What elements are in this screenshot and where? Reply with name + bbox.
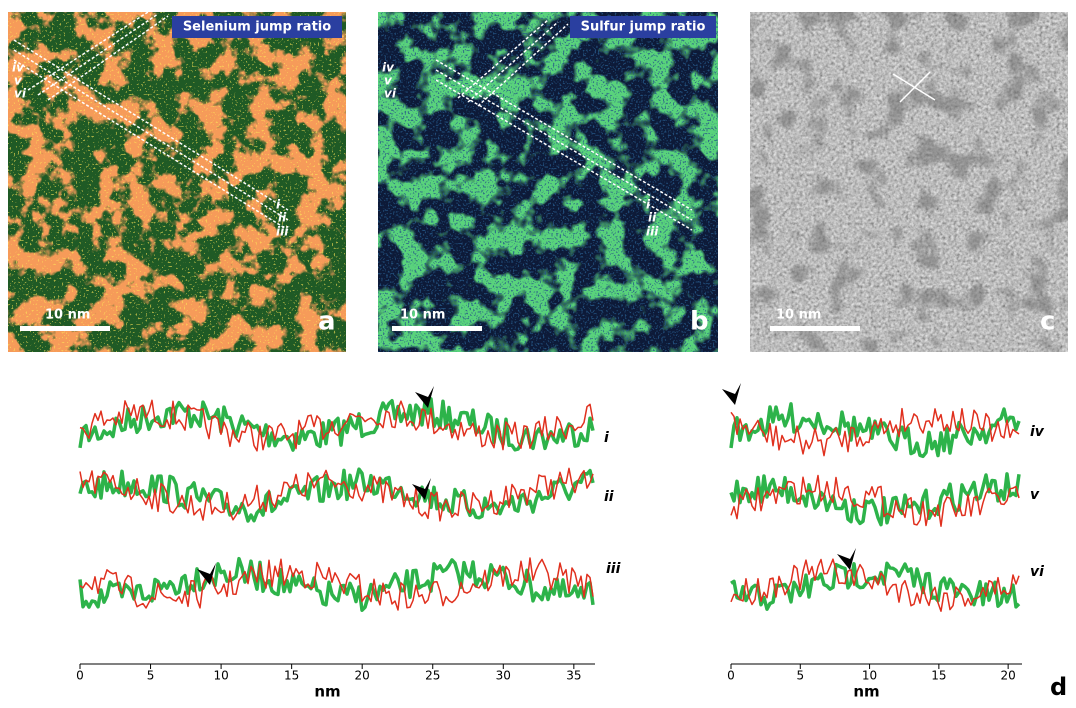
profile-trace [80, 558, 593, 610]
x-tick-label: 20 [1001, 669, 1016, 683]
x-tick-label: 30 [496, 669, 511, 683]
line-label: ii [278, 211, 287, 225]
panel-b: Sulfur jump ratio 10 nm b [378, 12, 718, 352]
line-label: vi [384, 87, 397, 101]
profile-trace [731, 474, 1019, 525]
panel-a: Selenium jump ratio 10 nm a [8, 12, 346, 352]
x-tick-label: 15 [931, 669, 946, 683]
x-tick-label: 15 [284, 669, 299, 683]
banner: Selenium jump ratio [183, 20, 331, 35]
x-tick-label: 0 [76, 669, 84, 683]
panel-letter: c [1040, 307, 1055, 337]
profile-label: iii [606, 561, 621, 577]
scale-bar-label: 10 nm [776, 308, 821, 323]
arrowhead [722, 383, 741, 405]
x-tick-label: 10 [213, 669, 228, 683]
x-axis-label: nm [853, 683, 879, 701]
line-label: iii [276, 225, 289, 239]
profile-label: ii [604, 489, 614, 505]
x-tick-label: 25 [425, 669, 440, 683]
x-tick-label: 0 [727, 669, 735, 683]
line-label: iv [12, 61, 25, 75]
panel-letter: b [690, 307, 709, 337]
line-label: iii [646, 225, 659, 239]
scale-bar-label: 10 nm [45, 308, 90, 323]
banner: Sulfur jump ratio [581, 20, 706, 35]
profile-label: iv [1030, 424, 1045, 440]
line-label: ii [648, 211, 657, 225]
profile-trace [80, 559, 593, 611]
scale-bar-label: 10 nm [400, 308, 445, 323]
profile-label: i [604, 430, 609, 446]
panel-c: 10 nm c [750, 12, 1068, 352]
line-label: v [14, 74, 23, 88]
line-label: iv [382, 61, 395, 75]
x-tick-label: 10 [862, 669, 877, 683]
x-tick-label: 20 [355, 669, 370, 683]
profile-label: v [1030, 487, 1040, 503]
line-label: vi [14, 87, 27, 101]
x-tick-label: 5 [147, 669, 155, 683]
panel-letter: a [318, 307, 336, 337]
profile-trace [80, 400, 593, 451]
profile-trace [80, 469, 593, 521]
figure: Selenium jump ratio 10 nm a Sulfur jump … [0, 0, 1076, 704]
line-label: v [384, 74, 393, 88]
panel-letter: d [1050, 673, 1067, 701]
x-tick-label: 5 [796, 669, 804, 683]
profile-label: vi [1030, 564, 1044, 580]
x-axis-label: nm [314, 683, 340, 701]
x-tick-label: 35 [566, 669, 581, 683]
